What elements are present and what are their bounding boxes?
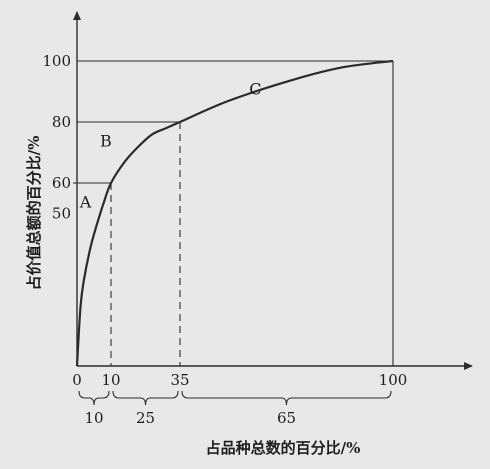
zone-label-B: B xyxy=(100,131,112,150)
x-axis-label: 占品种总数的百分比/% xyxy=(206,439,361,457)
y-tick-labels: 50 60 80 100 xyxy=(42,52,77,223)
reference-lines xyxy=(77,60,394,366)
dashed-drop-lines xyxy=(110,122,181,366)
x-tick-label-35: 35 xyxy=(170,371,189,389)
brace-A xyxy=(78,390,110,406)
x-tick-labels: 0 10 35 100 xyxy=(72,371,407,389)
zone-width-B: 25 xyxy=(136,409,155,427)
x-tick-label-10: 10 xyxy=(101,371,120,389)
y-axis-label: 占价值总额的百分比/% xyxy=(25,136,43,291)
brace-B xyxy=(112,390,179,406)
zone-braces: 10 25 65 xyxy=(78,390,392,427)
y-tick-label-60: 60 xyxy=(52,174,71,192)
zone-width-C: 65 xyxy=(277,409,296,427)
zone-labels: A B C xyxy=(79,80,262,212)
y-tick-label-80: 80 xyxy=(52,113,71,131)
x-tick-label-100: 100 xyxy=(379,371,408,389)
y-tick-label-100: 100 xyxy=(42,52,71,70)
zone-width-A: 10 xyxy=(84,409,103,427)
brace-C xyxy=(181,390,392,406)
cumulative-curve xyxy=(75,59,394,367)
y-tick-label-50: 50 xyxy=(52,205,71,223)
zone-label-A: A xyxy=(79,192,92,211)
x-tick-label-0: 0 xyxy=(72,371,82,389)
zone-label-C: C xyxy=(249,80,261,99)
